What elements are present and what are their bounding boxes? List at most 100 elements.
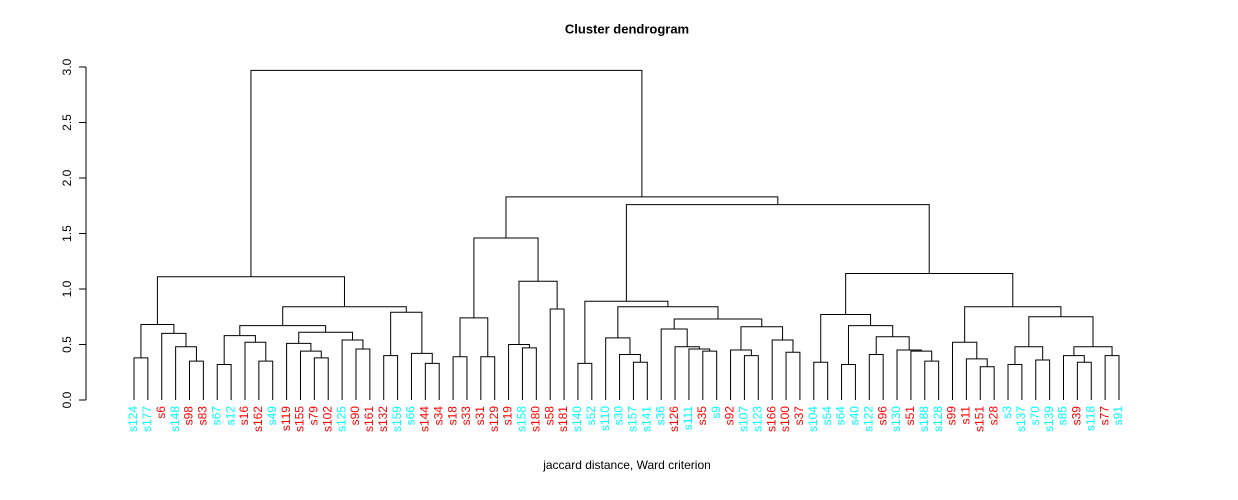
dendrogram-link xyxy=(979,366,995,400)
leaf-label: s49 xyxy=(265,406,279,426)
leaf-label: s144 xyxy=(418,406,432,432)
leaf-label: s102 xyxy=(320,406,334,432)
dendrogram-link xyxy=(521,347,537,400)
leaf-label: s96 xyxy=(875,406,889,426)
dendrogram-link xyxy=(459,317,489,357)
dendrogram-link xyxy=(785,351,801,400)
leaf-label: s67 xyxy=(209,406,223,426)
dendrogram-link xyxy=(410,352,433,400)
y-tick-label: 1.5 xyxy=(60,225,74,242)
dendrogram-link xyxy=(577,362,593,400)
leaf-label: s33 xyxy=(459,406,473,426)
leaf-label: s35 xyxy=(695,406,709,426)
leaf-label: s36 xyxy=(653,406,667,426)
dendrogram-link xyxy=(216,363,232,400)
leaf-label: s64 xyxy=(834,406,848,426)
dendrogram-link xyxy=(730,349,752,400)
leaf-label: s28 xyxy=(986,406,1000,426)
dendrogram-link xyxy=(518,280,558,345)
leaf-label: s37 xyxy=(792,406,806,426)
dendrogram-link xyxy=(424,362,440,400)
dendrogram-link xyxy=(175,346,197,400)
y-tick-label: 1.0 xyxy=(60,280,74,297)
leaf-label: s123 xyxy=(750,406,764,432)
dendrogram-link xyxy=(841,363,856,400)
leaf-label: s125 xyxy=(334,406,348,432)
dendrogram-link xyxy=(617,306,719,338)
dendrogram-link xyxy=(875,336,910,355)
leaf-label: s77 xyxy=(1097,406,1111,426)
dendrogram-link xyxy=(702,350,718,400)
leaf-label: s31 xyxy=(473,406,487,426)
leaf-label: s34 xyxy=(431,406,445,426)
leaf-label: s188 xyxy=(917,406,931,432)
y-tick-label: 2.0 xyxy=(60,169,74,186)
leaf-label: s181 xyxy=(556,406,570,432)
dendrogram-link xyxy=(625,204,930,302)
leaf-label: s159 xyxy=(390,406,404,432)
dendrogram-link xyxy=(964,306,1062,343)
leaf-label: s9 xyxy=(709,406,723,419)
dendrogram-link xyxy=(299,350,322,400)
dendrogram-link xyxy=(845,272,1014,315)
leaf-label: s12 xyxy=(223,406,237,426)
leaf-label: s166 xyxy=(764,406,778,432)
leaf-label: s128 xyxy=(931,406,945,432)
leaf-label: s130 xyxy=(889,406,903,432)
dendrogram-link xyxy=(508,344,530,400)
dendrogram-link xyxy=(298,331,354,344)
dendrogram-link xyxy=(188,360,204,400)
dendrogram-link xyxy=(480,356,496,400)
leaf-label: s30 xyxy=(612,406,626,426)
leaf-label: s177 xyxy=(140,406,154,432)
leaf-label: s19 xyxy=(501,406,515,426)
dendrogram-link xyxy=(282,306,407,326)
leaf-label: s98 xyxy=(182,406,196,426)
dendrogram-link xyxy=(473,237,539,318)
dendrogram-link xyxy=(771,339,794,400)
dendrogram-link xyxy=(250,69,643,277)
dendrogram-link xyxy=(743,355,759,400)
leaf-label: s99 xyxy=(945,406,959,426)
leaf-label: s16 xyxy=(237,406,251,426)
leaf-label: s85 xyxy=(1056,406,1070,426)
leaf-label: s111 xyxy=(681,406,695,431)
leaf-label: s18 xyxy=(445,406,459,426)
dendrogram-link xyxy=(605,337,631,400)
leaf-label: s140 xyxy=(570,406,584,432)
leaf-label: s92 xyxy=(723,406,737,426)
leaf-label: s162 xyxy=(251,406,265,432)
leaf-label: s6 xyxy=(154,406,168,419)
leaf-label: s155 xyxy=(293,406,307,432)
dendrogram-link xyxy=(1035,359,1051,400)
leaf-label: s11 xyxy=(959,406,973,425)
leaf-label: s100 xyxy=(778,406,792,432)
leaf-label: s151 xyxy=(972,406,986,432)
dendrogram-link xyxy=(1073,346,1113,356)
leaf-label: s66 xyxy=(404,406,418,426)
dendrogram-link xyxy=(1076,361,1092,400)
dendrogram-link xyxy=(390,311,423,356)
leaf-label: s158 xyxy=(515,406,529,432)
leaf-label: s39 xyxy=(1070,406,1084,426)
leaf-label: s119 xyxy=(279,406,293,431)
dendrogram-link xyxy=(133,357,149,400)
dendrogram-link xyxy=(452,356,468,400)
chart-title: Cluster dendrogram xyxy=(565,21,689,36)
leaf-label: s3 xyxy=(1000,406,1014,419)
dendrogram-link xyxy=(813,361,829,400)
leaf-label: s118 xyxy=(1083,406,1097,431)
leaf-label: s132 xyxy=(376,406,390,432)
y-tick-label: 3.0 xyxy=(60,58,74,75)
dendrogram-link xyxy=(156,276,345,325)
leaf-label: s124 xyxy=(126,406,140,432)
y-tick-label: 2.5 xyxy=(60,114,74,131)
leaf-label: s137 xyxy=(1014,406,1028,432)
dendrogram-link xyxy=(847,325,894,365)
dendrogram-link xyxy=(244,341,267,400)
dendrogram-link xyxy=(673,318,763,329)
dendrogram-link xyxy=(632,361,648,400)
leaf-label: s157 xyxy=(626,406,640,432)
dendrogram-link xyxy=(1014,346,1044,365)
